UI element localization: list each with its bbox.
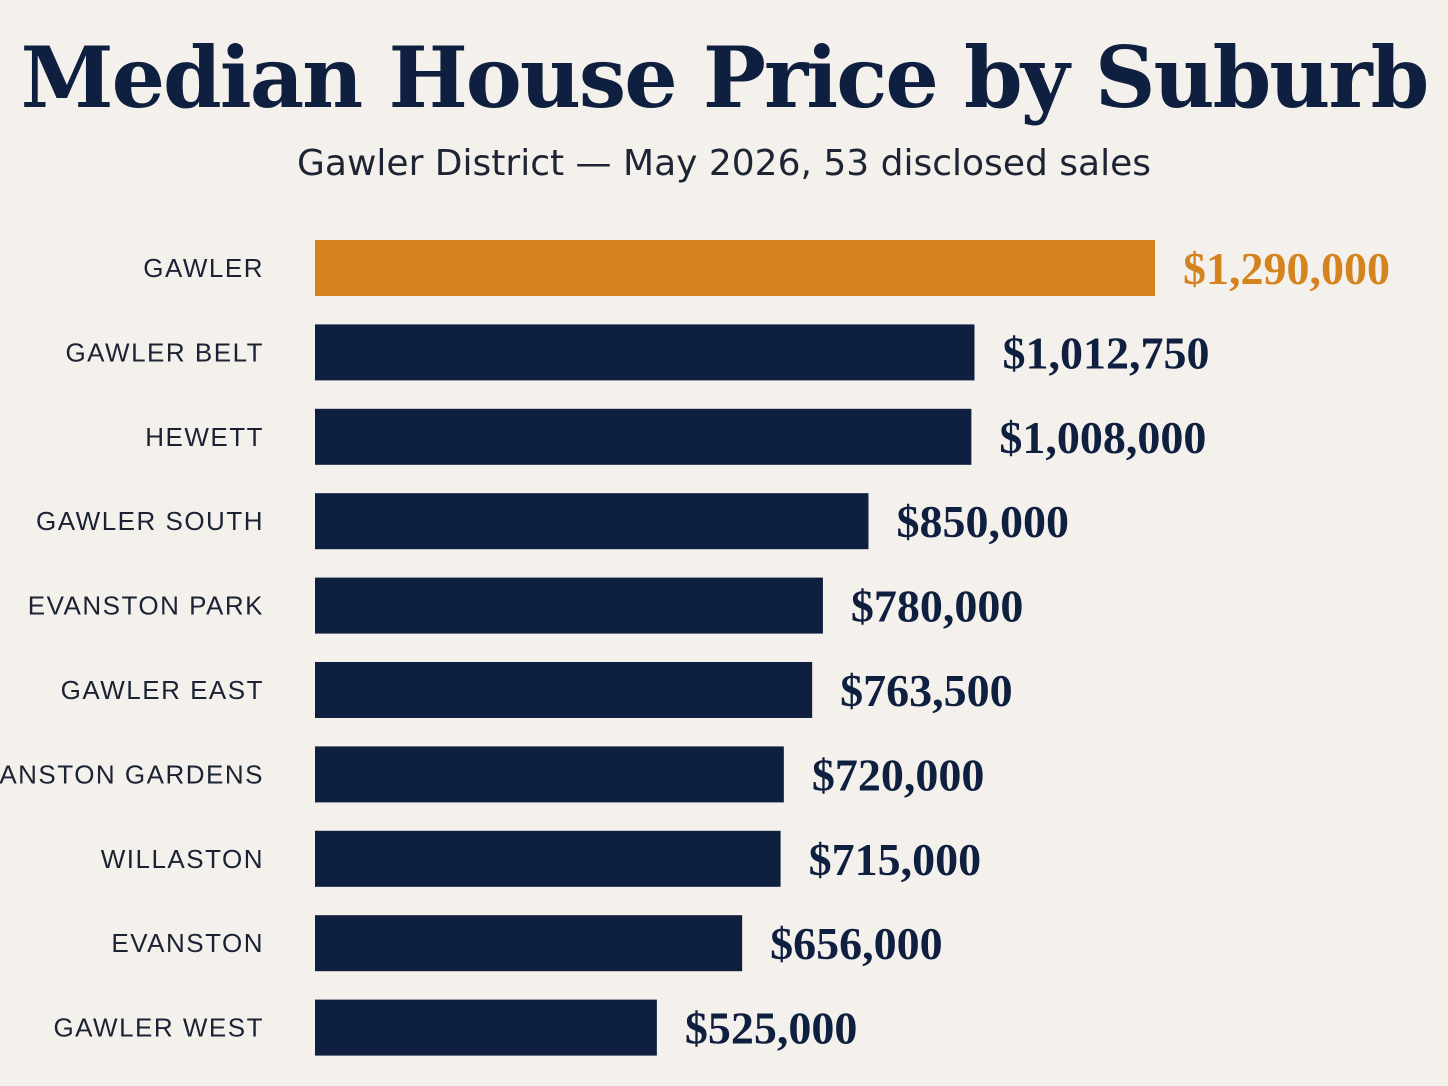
bar: [315, 662, 813, 718]
bar: [315, 577, 823, 634]
bar: [315, 240, 1155, 296]
value-label: $763,500: [840, 665, 1013, 716]
value-label: $1,290,000: [1183, 243, 1390, 294]
bar: [315, 915, 743, 972]
value-label: $656,000: [770, 918, 943, 969]
bar: [315, 830, 781, 887]
chart-subtitle: Gawler District — May 2026, 53 disclosed…: [297, 143, 1151, 184]
value-label: $715,000: [809, 834, 982, 885]
value-label: $720,000: [812, 749, 985, 800]
bar: [315, 999, 657, 1056]
category-label: HEWETT: [145, 422, 264, 452]
category-label: GAWLER: [143, 253, 264, 283]
category-label: EVANSTON PARK: [28, 591, 264, 621]
value-label: $1,008,000: [999, 412, 1206, 463]
bar: [315, 746, 784, 803]
category-label: EVANSTON GARDENS: [0, 759, 264, 789]
value-label: $525,000: [685, 1003, 858, 1054]
category-label: GAWLER EAST: [61, 675, 264, 705]
bar: [315, 408, 972, 465]
category-label: WILLASTON: [101, 844, 264, 874]
value-label: $1,012,750: [1002, 327, 1209, 378]
bar: [315, 493, 869, 550]
value-label: $780,000: [851, 581, 1024, 632]
category-label: GAWLER BELT: [65, 337, 264, 367]
chart-title: Median House Price by Suburb: [20, 28, 1430, 127]
category-label: GAWLER WEST: [53, 1013, 264, 1043]
bar: [315, 324, 975, 381]
category-label: EVANSTON: [111, 928, 264, 958]
value-label: $850,000: [896, 496, 1068, 547]
category-label: GAWLER SOUTH: [36, 506, 264, 536]
